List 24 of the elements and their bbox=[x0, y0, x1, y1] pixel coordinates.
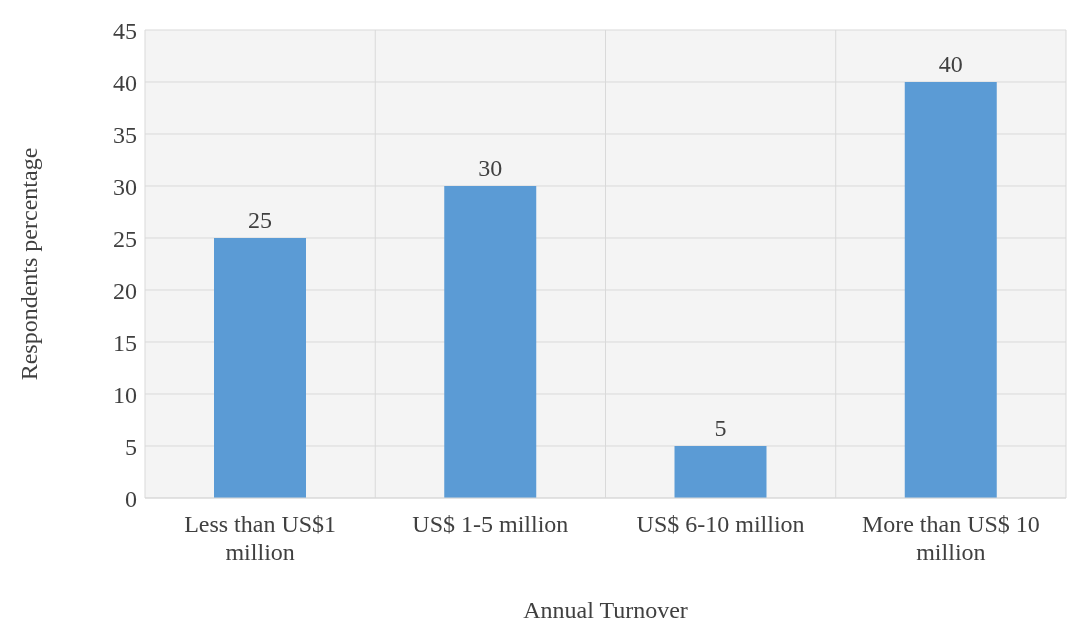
x-axis-title: Annual Turnover bbox=[523, 597, 688, 623]
x-tick-label: Less than US$1 million bbox=[184, 511, 337, 565]
y-tick-label: 0 bbox=[125, 485, 137, 512]
y-tick-label: 20 bbox=[113, 277, 137, 304]
y-tick-label: 30 bbox=[113, 173, 137, 200]
data-label: 25 bbox=[248, 207, 272, 233]
y-tick-label: 5 bbox=[125, 433, 137, 460]
data-label: 40 bbox=[938, 51, 963, 77]
y-tick-label: 15 bbox=[113, 329, 137, 356]
data-label: 30 bbox=[478, 155, 503, 181]
x-tick-label: More than US$ 10 million bbox=[861, 511, 1040, 565]
x-tick-label: US$ 1-5 million bbox=[412, 511, 569, 537]
y-tick-label: 10 bbox=[113, 381, 137, 408]
x-tick-label: US$ 6-10 million bbox=[636, 511, 805, 537]
bar bbox=[904, 82, 997, 498]
bar bbox=[674, 446, 767, 498]
bar bbox=[214, 238, 306, 498]
data-label: 5 bbox=[714, 415, 727, 441]
y-axis-title: Respondents percentage bbox=[15, 147, 42, 381]
bar bbox=[444, 186, 537, 498]
y-tick-label: 25 bbox=[113, 225, 137, 252]
y-tick-label: 35 bbox=[113, 121, 137, 148]
y-tick-label: 45 bbox=[113, 17, 137, 44]
y-tick-label: 40 bbox=[113, 69, 137, 96]
